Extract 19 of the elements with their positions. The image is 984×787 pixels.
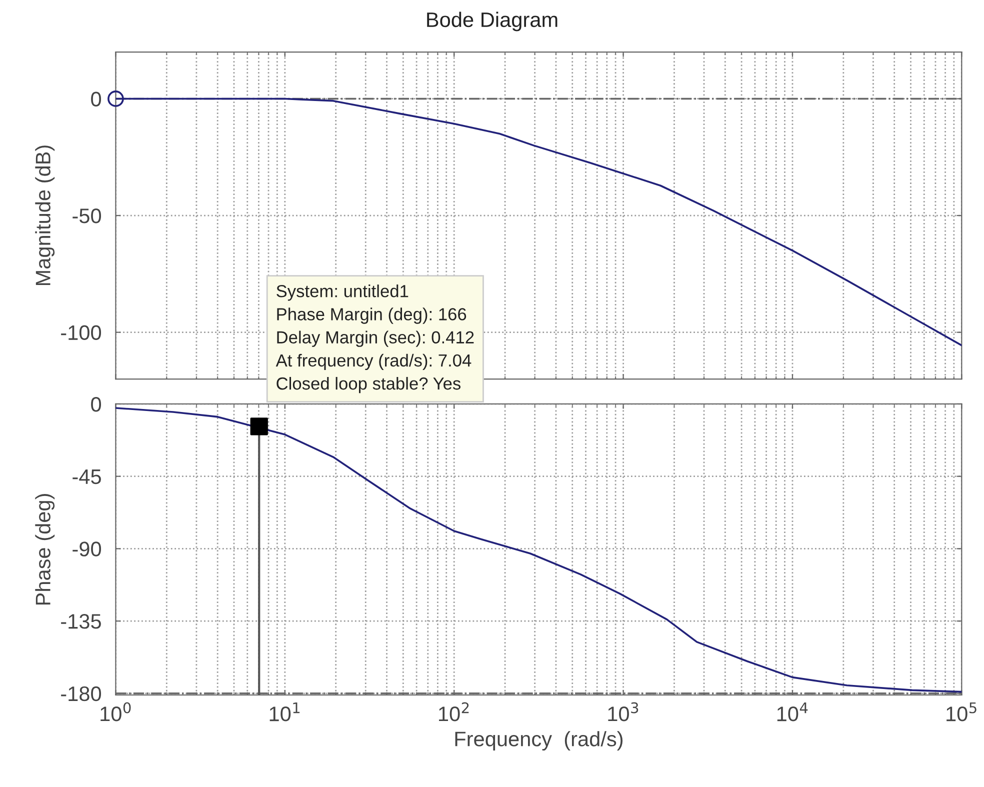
x-tick-label: 10$^{2}$: [439, 702, 469, 722]
x-tick-label: 10$^{3}$: [608, 702, 638, 722]
y-axis-title: Phase (deg): [35, 494, 55, 605]
y-tick-label: -135: [61, 614, 101, 629]
y-tick-label: -100: [61, 325, 102, 340]
y-tick-label: -90: [72, 542, 102, 556]
chart-title: Bode Diagram: [427, 12, 558, 32]
y-tick-label: 0: [91, 396, 102, 412]
y-tick-label: -180: [61, 686, 102, 702]
x-tick-label: 10$^{4}$: [777, 702, 808, 722]
x-tick-label: 10$^{1}$: [270, 702, 300, 722]
x-tick-label: 10$^{5}$: [946, 702, 976, 722]
y-tick-label: -45: [72, 470, 101, 484]
y-axis-title: Magnitude (dB): [35, 146, 55, 286]
y-tick-label: 0: [91, 92, 102, 106]
annotation: System: untitled1 Phase Margin (deg): 166 Delay Margin (sec): 0.412 At frequency (rad/s): 7.04 Closed loop stable? Yes: [276, 284, 474, 394]
x-tick-label: 10$^{0}$: [100, 702, 131, 722]
x-axis-title: Frequency (rad/s): [455, 731, 623, 751]
y-tick-label: -50: [72, 208, 102, 224]
